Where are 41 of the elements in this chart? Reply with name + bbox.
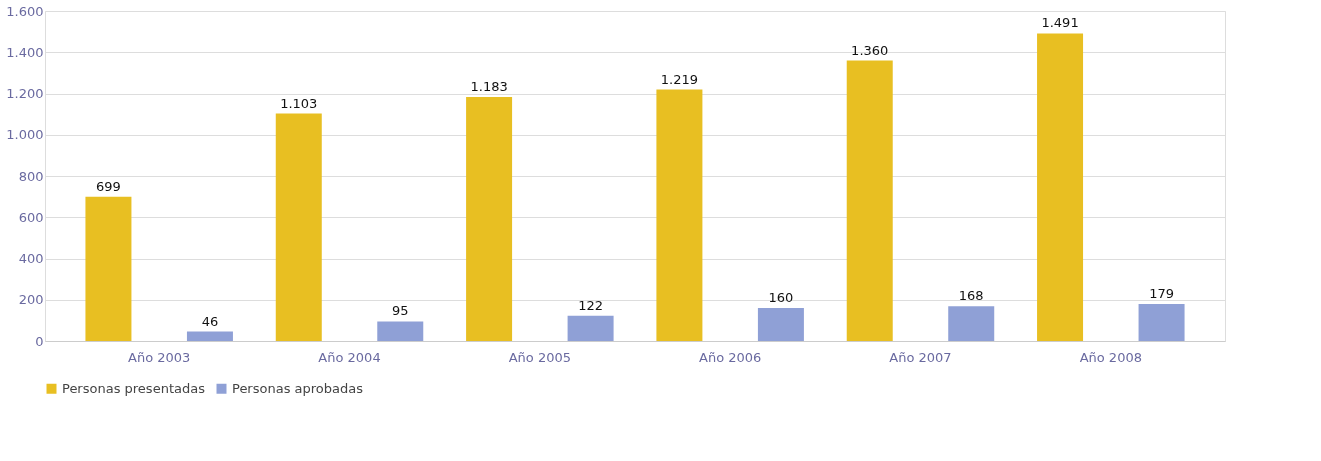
- bar: [466, 97, 513, 341]
- y-tick-label: 200: [18, 292, 44, 308]
- bar: [1138, 304, 1185, 341]
- bar: [1037, 33, 1084, 341]
- bar: [275, 113, 322, 341]
- bar: [186, 331, 233, 341]
- data-label: 168: [958, 288, 984, 304]
- y-tick-label: 1.400: [6, 44, 44, 60]
- legend-label: Personas aprobadas: [232, 380, 364, 396]
- bar: [377, 321, 424, 341]
- y-tick-label: 600: [18, 209, 44, 225]
- data-label: 1.219: [660, 71, 699, 87]
- legend-label: Personas presentadas: [62, 380, 206, 396]
- x-tick-label: Año 2007: [889, 349, 952, 365]
- bar: [948, 306, 995, 341]
- data-label: 46: [201, 313, 219, 329]
- data-label: 179: [1149, 286, 1174, 302]
- x-tick-label: Año 2005: [508, 349, 571, 365]
- y-tick-label: 400: [18, 251, 44, 266]
- y-tick-label: 1.200: [6, 86, 44, 101]
- data-label: 1.491: [1041, 15, 1079, 31]
- y-tick-label: 1.600: [6, 3, 44, 19]
- bar: [656, 89, 703, 341]
- bar: [846, 60, 893, 341]
- x-tick-label: Año 2006: [699, 349, 762, 365]
- data-label: 1.103: [280, 95, 318, 111]
- data-label: 699: [96, 178, 121, 194]
- data-label: 1.183: [470, 79, 508, 95]
- data-label: 1.360: [851, 42, 889, 58]
- y-tick-label: 0: [35, 333, 44, 349]
- data-label: 122: [578, 297, 604, 313]
- bar: [85, 196, 132, 341]
- bar: [757, 308, 804, 341]
- x-tick-label: Año 2008: [1079, 349, 1142, 365]
- x-tick-label: Año 2004: [318, 349, 381, 365]
- bar: [567, 315, 614, 341]
- y-tick-label: 800: [18, 168, 44, 184]
- y-tick-label: 1.000: [6, 127, 44, 143]
- data-label: 160: [768, 290, 794, 305]
- x-tick-label: Año 2003: [128, 349, 191, 365]
- data-label: 95: [392, 303, 409, 319]
